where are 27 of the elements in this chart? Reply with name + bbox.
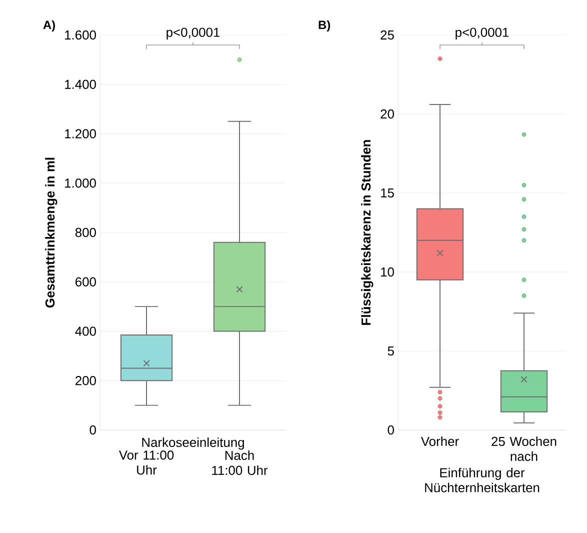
y-tick-label: 800 bbox=[75, 228, 96, 238]
x-axis-title: Narkoseeinleitung bbox=[142, 438, 244, 450]
y-tick-label: 15 bbox=[381, 188, 394, 198]
y-tick-label: 20 bbox=[380, 109, 394, 119]
x-tick-label: 25 Wochen nach bbox=[492, 436, 556, 461]
y-tick-label: 0 bbox=[388, 425, 394, 435]
annotation: p<0,0001 bbox=[166, 28, 220, 40]
y-tick-label: 1.000 bbox=[65, 178, 96, 188]
y-axis-title: Gesamttrinkmenge in ml bbox=[45, 158, 58, 308]
x-tick-label: Vorher bbox=[420, 436, 459, 446]
y-tick-label: 1.400 bbox=[65, 80, 96, 89]
annotation: p<0,0001 bbox=[456, 28, 509, 40]
y-tick-label: 25 bbox=[380, 30, 394, 40]
y-tick-label: 1.600 bbox=[65, 30, 96, 40]
y-tick-label: 5 bbox=[388, 346, 394, 356]
x-tick-label: Vor 11:00 Uhr bbox=[118, 450, 174, 475]
chart-title: B) bbox=[318, 20, 330, 32]
y-tick-label: 1.200 bbox=[65, 129, 96, 138]
y-tick-label: 200 bbox=[76, 376, 96, 386]
y-tick-label: 0 bbox=[90, 425, 96, 435]
x-tick-label: Nach 11:00 Uhr bbox=[212, 450, 268, 475]
y-tick-label: 400 bbox=[75, 326, 96, 336]
y-tick-label: 600 bbox=[76, 277, 96, 286]
chart-title: A) bbox=[43, 20, 55, 32]
y-axis-title: Flüssigkeitskarenz in Stunden bbox=[361, 140, 374, 325]
x-axis-title: Einführung der Nüchternheitskarten bbox=[425, 468, 540, 492]
y-tick-label: 10 bbox=[381, 267, 394, 277]
